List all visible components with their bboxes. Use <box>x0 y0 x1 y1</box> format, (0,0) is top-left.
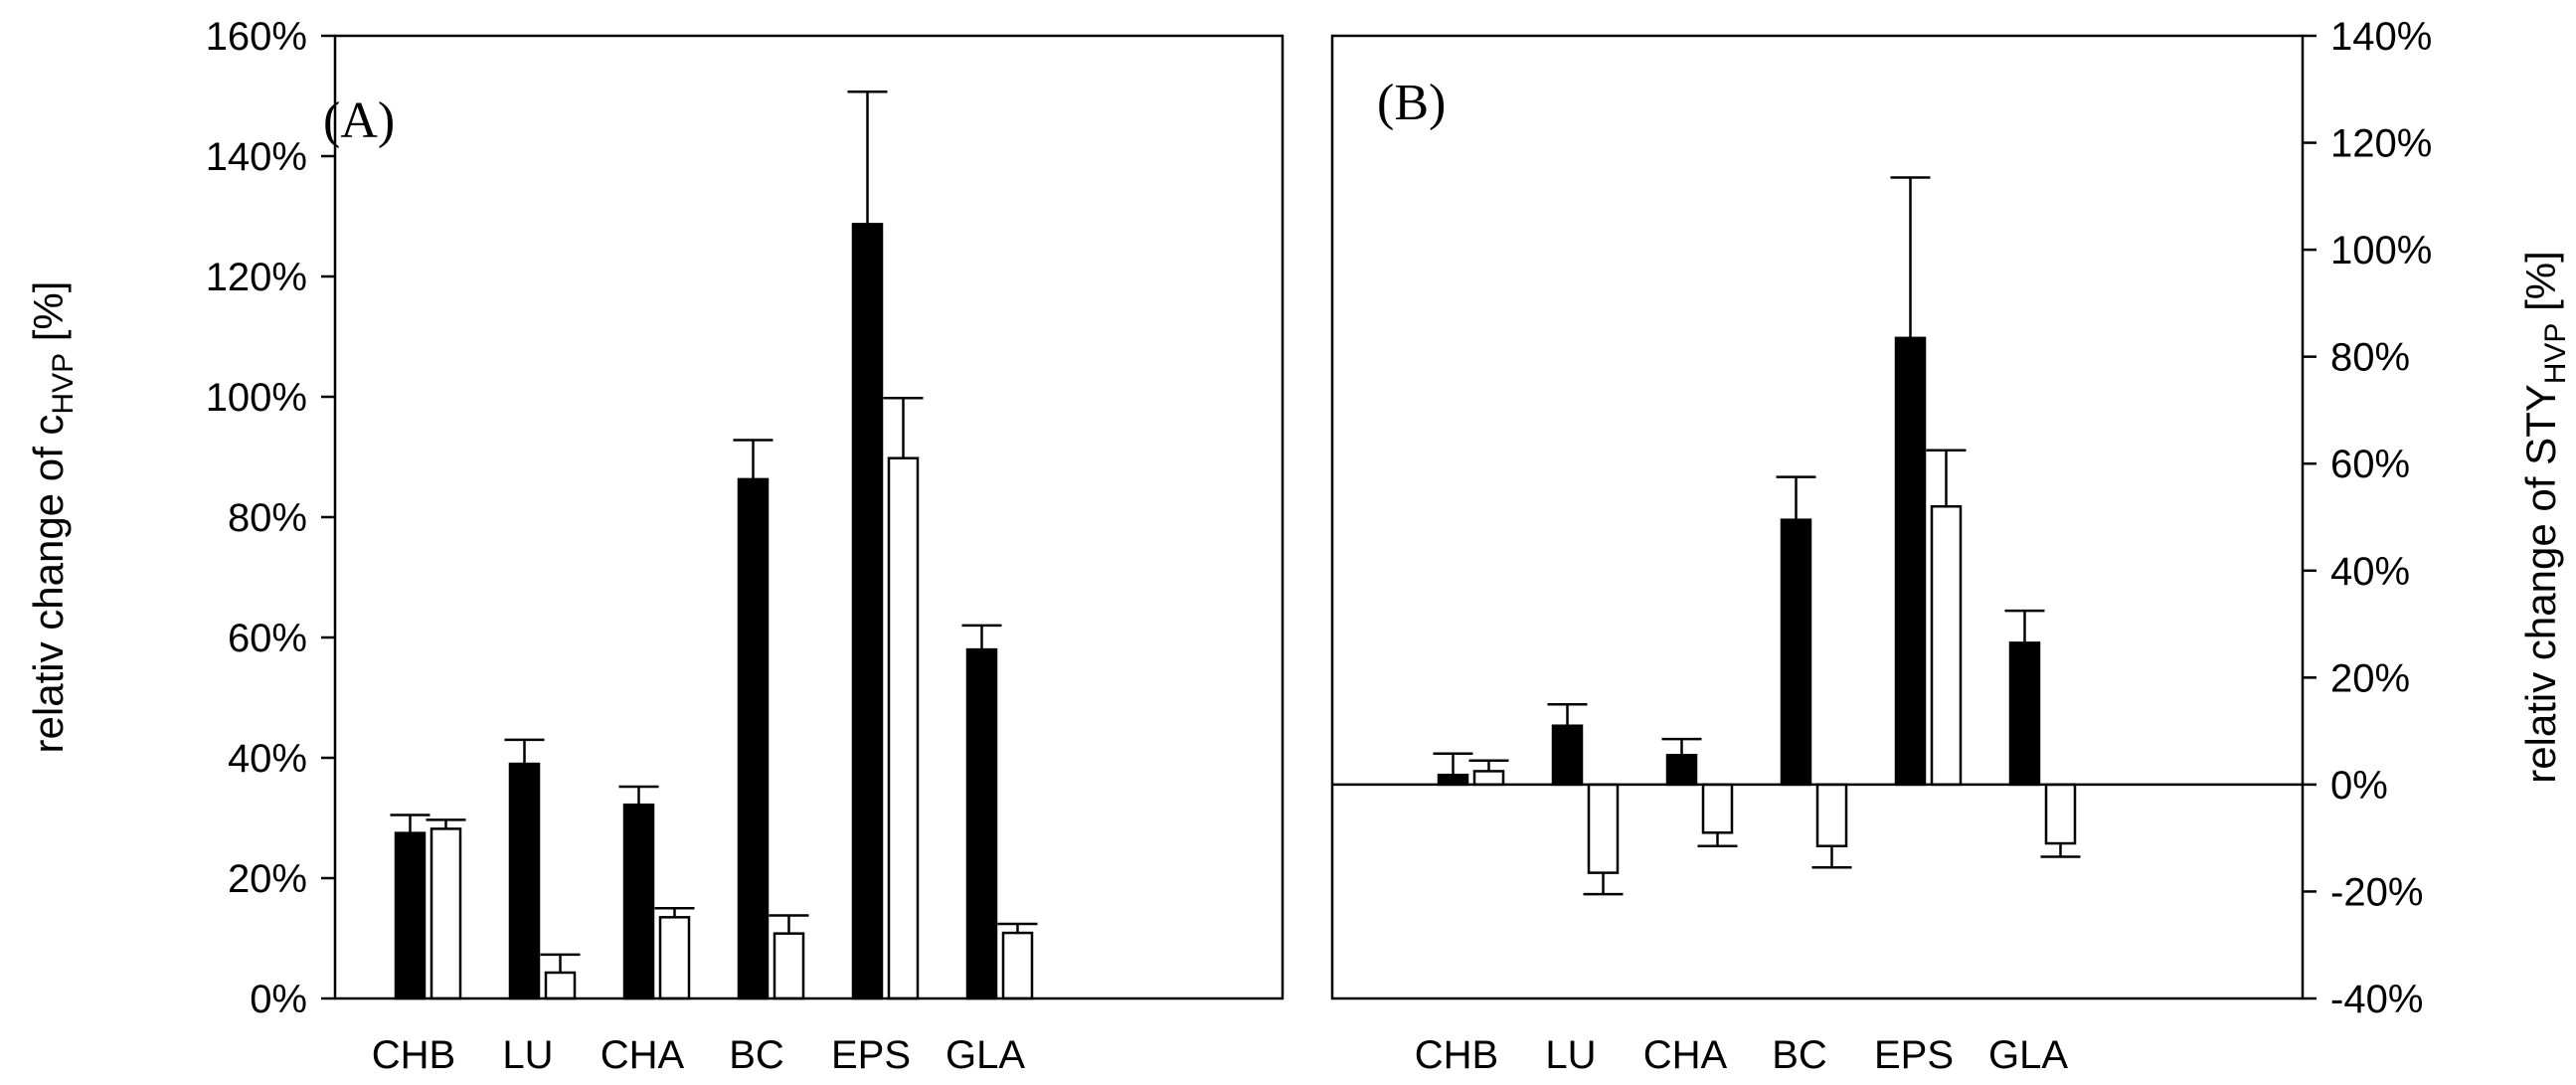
bar-open <box>887 456 920 1000</box>
y-tick-label: 0% <box>2330 764 2388 808</box>
panel-b: -40% -20% 0% 20% 40% 60% 80% 100% 120% 140% CHB LU… <box>1330 15 2572 1077</box>
bar-filled <box>1780 518 1812 787</box>
x-tick-label: EPS <box>1874 1033 1954 1077</box>
panel-b-plot-frame <box>1330 34 2305 1000</box>
bar-filled <box>851 223 884 1000</box>
x-tick-label: CHA <box>1643 1033 1728 1077</box>
bar-filled <box>1894 336 1927 787</box>
panel-b-error-bars <box>1433 176 2081 896</box>
bar-open <box>1472 770 1505 787</box>
y-tick-label: 100% <box>206 376 307 420</box>
bar-filled <box>394 831 427 1000</box>
panel-a-y-axis-label-subscript: HVP <box>47 353 80 415</box>
y-tick-label: 40% <box>2330 550 2410 594</box>
x-tick-label: GLA <box>1988 1033 2068 1077</box>
x-tick-label: LU <box>1545 1033 1596 1077</box>
x-tick-label: GLA <box>945 1033 1025 1077</box>
x-tick-label: BC <box>1772 1033 1827 1077</box>
bar-filled <box>1665 754 1698 787</box>
panel-b-y-axis-label-unit: [%] <box>2517 251 2564 322</box>
bar-open <box>658 916 691 1000</box>
x-tick-label: CHB <box>1415 1033 1498 1077</box>
panel-b-y-axis-label-subscript: HVP <box>2539 323 2572 385</box>
y-tick-label: 140% <box>2330 15 2432 59</box>
y-tick-label: 0% <box>250 978 307 1021</box>
y-tick-label: 60% <box>2330 443 2410 486</box>
bar-open <box>1587 783 1620 874</box>
y-tick-label: 140% <box>206 135 307 179</box>
y-tick-label: 60% <box>228 617 307 660</box>
y-tick-label: 80% <box>228 496 307 540</box>
y-tick-label: 40% <box>228 737 307 781</box>
panel-b-label: (B) <box>1377 75 1446 131</box>
panel-a-y-ticks <box>321 34 335 1000</box>
x-tick-label: CHA <box>601 1033 685 1077</box>
panel-a-x-tick-labels: CHB LU CHA BC EPS GLA <box>372 1033 1026 1077</box>
bar-filled <box>1437 773 1469 787</box>
panel-b-y-axis-label-main: relativ change of STY <box>2517 384 2564 784</box>
panel-b-y-axis-label: relativ change of STYHVP [%] <box>2517 251 2572 784</box>
panel-a-y-axis-label: relativ change of cHVP [%] <box>25 281 80 754</box>
y-tick-label: 20% <box>228 857 307 901</box>
bar-filled <box>737 477 770 1000</box>
bar-open <box>1815 783 1848 847</box>
panel-a-label: (A) <box>323 92 395 149</box>
panel-a-bars <box>394 223 1034 1000</box>
y-tick-label: 80% <box>2330 336 2410 380</box>
y-tick-label: 100% <box>2330 229 2432 272</box>
x-tick-label: CHB <box>372 1033 455 1077</box>
x-tick-label: LU <box>502 1033 553 1077</box>
bar-filled <box>2008 641 2041 787</box>
x-tick-label: EPS <box>831 1033 911 1077</box>
panel-a-plot-frame <box>333 34 1285 1000</box>
panel-a-y-axis-label-unit: [%] <box>25 281 72 353</box>
panel-a-error-bars <box>390 90 1038 973</box>
panel-b-y-tick-labels: -40% -20% 0% 20% 40% 60% 80% 100% 120% 140% <box>2330 15 2432 1021</box>
y-tick-label: 120% <box>2330 122 2432 166</box>
y-tick-label: 20% <box>2330 656 2410 700</box>
bar-open <box>2044 783 2077 845</box>
bar-open <box>544 971 577 1000</box>
bar-open <box>773 932 805 1000</box>
bar-filled <box>508 762 541 1000</box>
bar-open <box>1930 504 1963 787</box>
bar-filled <box>965 647 998 1000</box>
panel-b-y-ticks <box>2303 34 2317 1000</box>
y-tick-label: -20% <box>2330 870 2423 914</box>
y-tick-label: 160% <box>206 15 307 59</box>
panel-a-y-axis-label-main: relativ change of c <box>25 415 72 754</box>
x-tick-label: BC <box>729 1033 784 1077</box>
panel-b-bars <box>1437 336 2077 874</box>
bar-open <box>429 827 462 1000</box>
bar-open <box>1001 931 1034 1000</box>
bar-filled <box>1551 724 1584 787</box>
panel-a: 0% 20% 40% 60% 80% 100% 120% 140% 160% CHB LU CHA B… <box>25 15 1285 1077</box>
y-tick-label: 120% <box>206 256 307 299</box>
panel-a-y-tick-labels: 0% 20% 40% 60% 80% 100% 120% 140% 160% <box>206 15 307 1021</box>
bar-open <box>1701 783 1734 834</box>
bar-filled <box>622 803 655 1000</box>
y-tick-label: -40% <box>2330 978 2423 1021</box>
panel-b-x-tick-labels: CHB LU CHA BC EPS GLA <box>1415 1033 2069 1077</box>
